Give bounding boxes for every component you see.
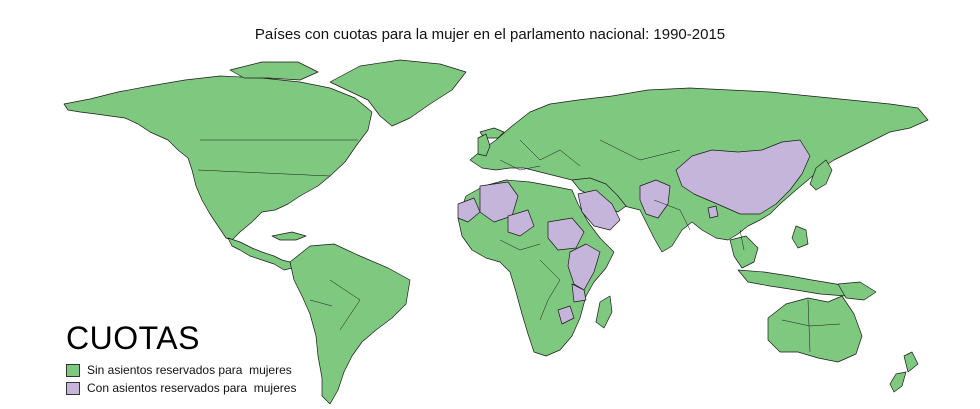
southeast-asia <box>729 235 759 269</box>
legend-swatch-green <box>66 363 80 377</box>
central-america <box>227 237 293 271</box>
legend-label-no-reserved: Sin asientos reservados para mujeres <box>87 363 292 377</box>
purple-countries <box>457 139 811 325</box>
north-america <box>63 75 373 241</box>
australia <box>767 295 863 363</box>
china <box>675 139 811 215</box>
zimbabwe <box>557 305 575 325</box>
bangladesh <box>707 205 719 219</box>
sudan <box>547 217 585 251</box>
uk <box>477 133 491 157</box>
indonesia <box>737 269 859 297</box>
new-zealand-south <box>889 371 907 393</box>
caribbean <box>271 231 307 241</box>
new-zealand <box>903 351 919 373</box>
legend-label-reserved: Con asientos reservados para mujeres <box>87 381 297 395</box>
madagascar <box>595 295 613 329</box>
greenland <box>329 59 467 127</box>
legend-swatch-purple <box>66 381 80 395</box>
legend-heading: CUOTAS <box>66 320 200 356</box>
saudi-arabia <box>577 189 621 231</box>
morocco-mauritania <box>457 197 481 223</box>
legend-item-no-reserved: Sin asientos reservados para mujeres <box>66 362 292 378</box>
east-africa <box>567 243 601 291</box>
philippines <box>791 225 809 249</box>
map-title: Países con cuotas para la mujer en el pa… <box>254 26 726 43</box>
papua <box>837 281 877 301</box>
niger <box>507 209 535 237</box>
south-america <box>289 243 411 405</box>
arctic-islands <box>229 61 319 81</box>
tanzania-area <box>571 283 587 303</box>
legend-item-reserved: Con asientos reservados para mujeres <box>66 380 296 396</box>
afghanistan-pakistan <box>639 179 671 219</box>
borders <box>197 139 841 353</box>
japan <box>809 159 833 191</box>
